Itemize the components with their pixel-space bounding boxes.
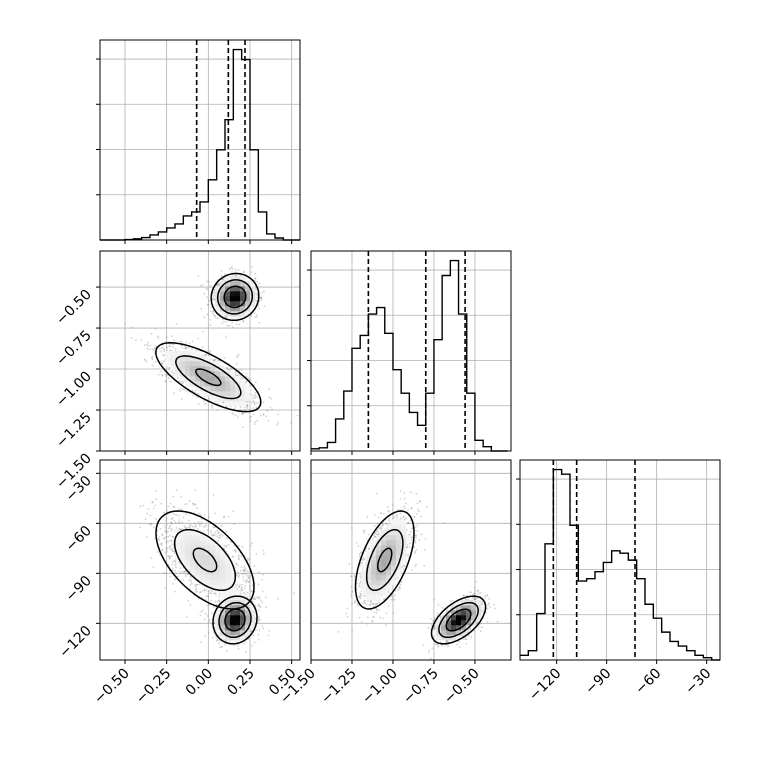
axes-frame: [310, 250, 512, 452]
contour: [155, 342, 262, 413]
y-tick-label-p1: −1.00: [53, 369, 95, 411]
contour: [192, 547, 218, 573]
contour: [175, 355, 242, 400]
histogram-p0: [100, 48, 300, 241]
x-tick-label-p0: −0.25: [133, 666, 175, 708]
contour: [377, 547, 393, 573]
y-tick-label-p1: −1.25: [53, 410, 95, 452]
x-tick-label-p0: 0.00: [183, 666, 216, 699]
y-tick-label-p2: −120: [56, 623, 95, 662]
contour: [354, 510, 415, 610]
y-tick-label-p1: −0.75: [53, 328, 95, 370]
contour: [155, 510, 255, 610]
x-tick-label-p0: 0.25: [224, 666, 257, 699]
x-tick-label-p2: −120: [526, 666, 565, 705]
y-tick-label-p2: −60: [63, 523, 95, 555]
scatter-p1-p2: [337, 490, 499, 660]
contour: [365, 528, 404, 592]
contour: [438, 601, 479, 639]
contour: [224, 608, 246, 632]
histogram-p1: [311, 259, 508, 452]
contour: [212, 595, 258, 645]
panels: [96, 39, 721, 664]
y-tick-label-p1: −0.50: [53, 287, 95, 329]
axes-frame: [310, 459, 512, 661]
contour: [210, 272, 260, 322]
axes-frame: [99, 39, 301, 241]
contour: [445, 608, 472, 632]
x-tick-label-p0: −0.50: [91, 666, 133, 708]
scatter-p0-p1: [124, 266, 299, 429]
axes-frame: [99, 250, 301, 452]
x-tick-label-p1: −1.00: [359, 666, 401, 708]
contour: [216, 279, 254, 315]
contour: [173, 528, 237, 592]
x-tick-label-p2: −30: [682, 666, 714, 698]
contour: [223, 285, 247, 309]
x-tick-label-p1: −0.75: [400, 666, 442, 708]
histogram-p2: [520, 468, 720, 661]
contour: [195, 368, 222, 387]
x-tick-label-p1: −1.25: [318, 666, 360, 708]
axes-frame: [99, 459, 301, 661]
scatter-p0-p2: [138, 489, 296, 654]
x-tick-label-p2: −90: [582, 666, 614, 698]
contour: [218, 601, 252, 639]
contour: [430, 595, 487, 645]
y-tick-label-p2: −90: [63, 573, 95, 605]
axes-frame: [519, 459, 721, 661]
x-tick-label-p2: −60: [632, 666, 664, 698]
x-tick-label-p1: −0.50: [441, 666, 483, 708]
